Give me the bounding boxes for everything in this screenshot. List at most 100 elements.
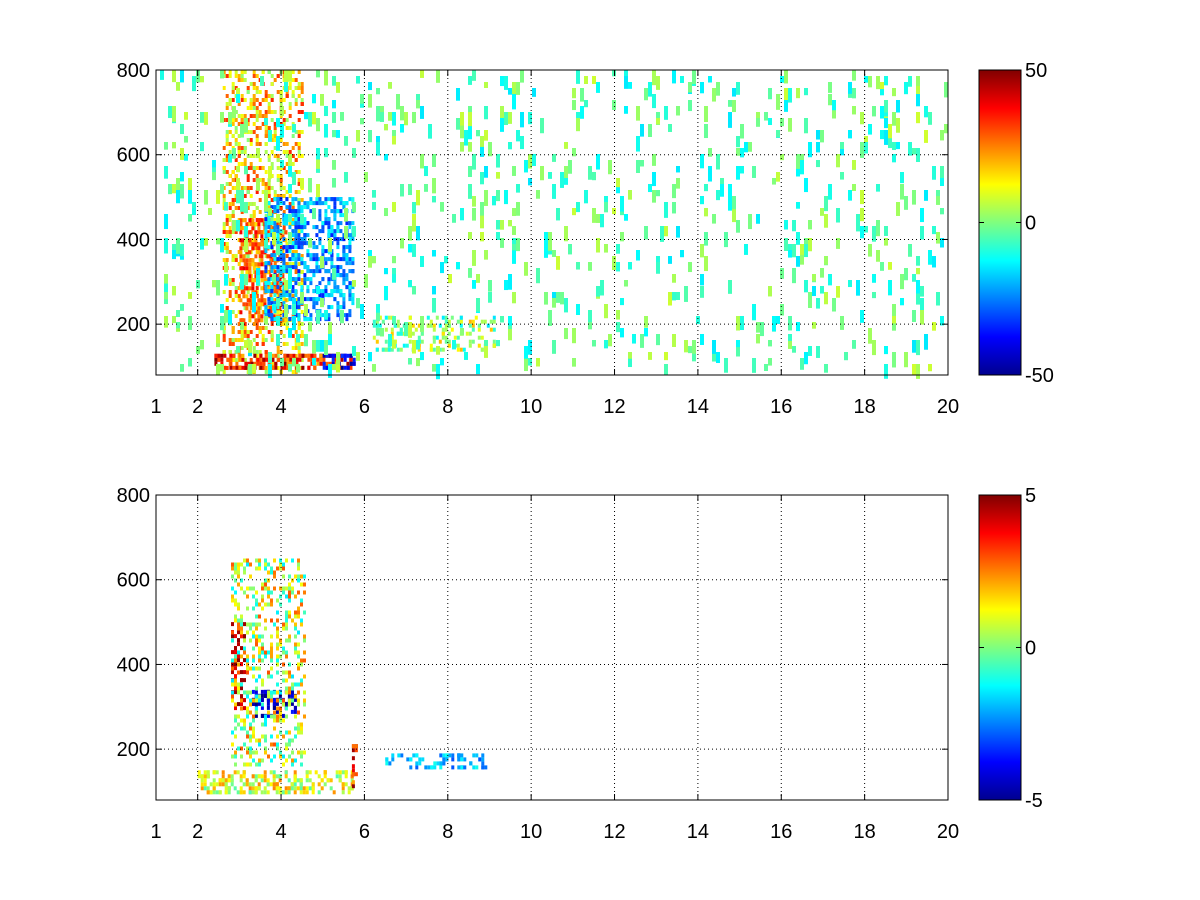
top-heatmap-cell <box>440 358 444 366</box>
bottom-heatmap-cell <box>251 689 255 694</box>
top-heatmap-cell <box>241 353 245 358</box>
bottom-heatmap-cell <box>264 746 267 751</box>
top-heatmap-cell <box>884 130 888 145</box>
top-heatmap-cell <box>276 197 280 202</box>
top-heatmap-cell <box>240 186 244 190</box>
top-heatmap-cell <box>231 86 235 90</box>
top-heatmap-cell <box>324 261 328 266</box>
top-heatmap-cell <box>477 335 481 340</box>
bottom-heatmap-cell <box>231 666 234 671</box>
top-heatmap-cell <box>242 266 246 271</box>
top-heatmap-cell <box>648 184 652 193</box>
top-heatmap-cell <box>264 281 268 286</box>
bottom-heatmap-cell <box>311 782 315 787</box>
top-heatmap-cell <box>480 202 484 216</box>
top-heatmap-cell <box>924 106 928 118</box>
top-heatmap-cell <box>270 82 274 86</box>
top-heatmap-cell <box>237 238 241 242</box>
top-heatmap-cell <box>644 316 648 328</box>
top-heatmap-cell <box>572 100 576 111</box>
top-heatmap-cell <box>176 82 180 91</box>
top-heatmap-cell <box>238 353 242 358</box>
top-heatmap-cell <box>441 327 445 332</box>
top-heatmap-cell <box>225 306 229 310</box>
top-heatmap-cell <box>252 98 256 102</box>
top-heatmap-cell <box>246 190 250 194</box>
top-heatmap-cell <box>426 323 430 328</box>
bottom-heatmap-cell <box>294 682 297 687</box>
top-heatmap-cell <box>273 205 277 210</box>
bottom-heatmap-cell <box>284 790 288 795</box>
top-heatmap-cell <box>840 142 844 149</box>
top-heatmap-cell <box>264 265 268 270</box>
top-heatmap-cell <box>239 298 243 303</box>
top-heatmap-cell <box>273 209 277 214</box>
top-heatmap-cell <box>297 269 301 274</box>
top-heatmap-cell <box>285 94 289 98</box>
top-heatmap-cell <box>776 94 780 110</box>
bottom-heatmap-cell <box>231 630 234 635</box>
bottom-heatmap-cell <box>287 693 291 698</box>
bottom-heatmap-cell <box>472 765 476 770</box>
bottom-heatmap-cell <box>270 618 273 623</box>
top-heatmap-cell <box>264 249 268 254</box>
top-heatmap-cell <box>318 297 322 302</box>
top-heatmap-cell <box>476 274 480 283</box>
top-heatmap-cell <box>812 322 816 329</box>
bottom-heatmap-cell <box>279 714 282 719</box>
top-heatmap-cell <box>330 289 334 294</box>
top-heatmap-cell <box>303 273 307 278</box>
top-heatmap-cell <box>405 343 409 348</box>
bottom-heatmap-cell <box>258 558 261 563</box>
bottom-axes-frame <box>155 494 949 801</box>
top-heatmap-cell <box>276 277 280 282</box>
top-grid <box>155 69 949 375</box>
top-heatmap-cell <box>228 70 232 74</box>
top-heatmap-cell <box>465 331 469 336</box>
top-heatmap-cell <box>279 102 283 106</box>
top-heatmap-cell <box>297 237 301 242</box>
bottom-heatmap-cell <box>258 762 261 767</box>
top-heatmap-cell <box>676 292 680 300</box>
top-heatmap-cell <box>860 208 864 222</box>
top-axes-frame <box>155 69 949 376</box>
bottom-heatmap-cell <box>279 594 282 599</box>
top-heatmap-cell <box>880 106 884 119</box>
top-heatmap-cell <box>252 154 256 158</box>
bottom-heatmap-cell <box>249 754 252 759</box>
top-heatmap-cell <box>700 334 704 345</box>
bottom-heatmap-cell <box>297 654 300 659</box>
bottom-heatmap-cell <box>303 658 306 663</box>
top-heatmap-cell <box>236 88 240 98</box>
top-heatmap-cell <box>276 366 280 370</box>
top-heatmap-cell <box>264 170 268 174</box>
top-heatmap-cell <box>408 244 412 253</box>
top-heatmap-cell <box>324 293 328 298</box>
bottom-heatmap-cell <box>354 772 358 777</box>
top-heatmap-cell <box>282 305 286 310</box>
top-heatmap-cell <box>225 250 229 254</box>
bottom-heatmap-cell <box>341 770 345 775</box>
top-heatmap-cell <box>246 290 250 294</box>
top-heatmap-cell <box>252 94 256 98</box>
top-heatmap-cell <box>284 262 288 267</box>
top-heatmap-cell <box>616 262 620 272</box>
bottom-heatmap-cell <box>252 666 255 671</box>
bottom-heatmap-cell <box>293 778 297 783</box>
top-heatmap-cell <box>243 114 247 118</box>
top-heatmap-cell <box>327 317 331 322</box>
bottom-heatmap-cell <box>261 606 264 611</box>
top-heatmap-cell <box>282 230 286 234</box>
top-heatmap-cell <box>288 249 292 254</box>
top-heatmap-cell <box>192 202 196 209</box>
top-heatmap-cell <box>251 314 255 319</box>
top-heatmap-cell <box>468 343 472 348</box>
top-heatmap-cell <box>294 281 298 286</box>
bottom-heatmap-cell <box>261 586 264 591</box>
bottom-heatmap-cell <box>285 594 288 599</box>
top-heatmap-cell <box>234 126 238 130</box>
top-heatmap-cell <box>285 190 289 194</box>
top-heatmap-cell <box>429 323 433 328</box>
top-heatmap-cell <box>180 184 184 199</box>
